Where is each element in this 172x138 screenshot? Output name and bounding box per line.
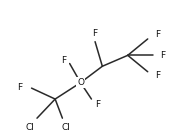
Text: Cl: Cl xyxy=(62,123,71,132)
Text: O: O xyxy=(77,78,84,87)
Text: F: F xyxy=(61,56,66,65)
Text: F: F xyxy=(155,30,160,39)
Text: F: F xyxy=(160,51,165,60)
Text: Cl: Cl xyxy=(25,123,34,132)
Text: F: F xyxy=(17,83,23,92)
Text: F: F xyxy=(95,100,100,109)
Text: F: F xyxy=(93,29,98,38)
Text: F: F xyxy=(155,71,160,80)
